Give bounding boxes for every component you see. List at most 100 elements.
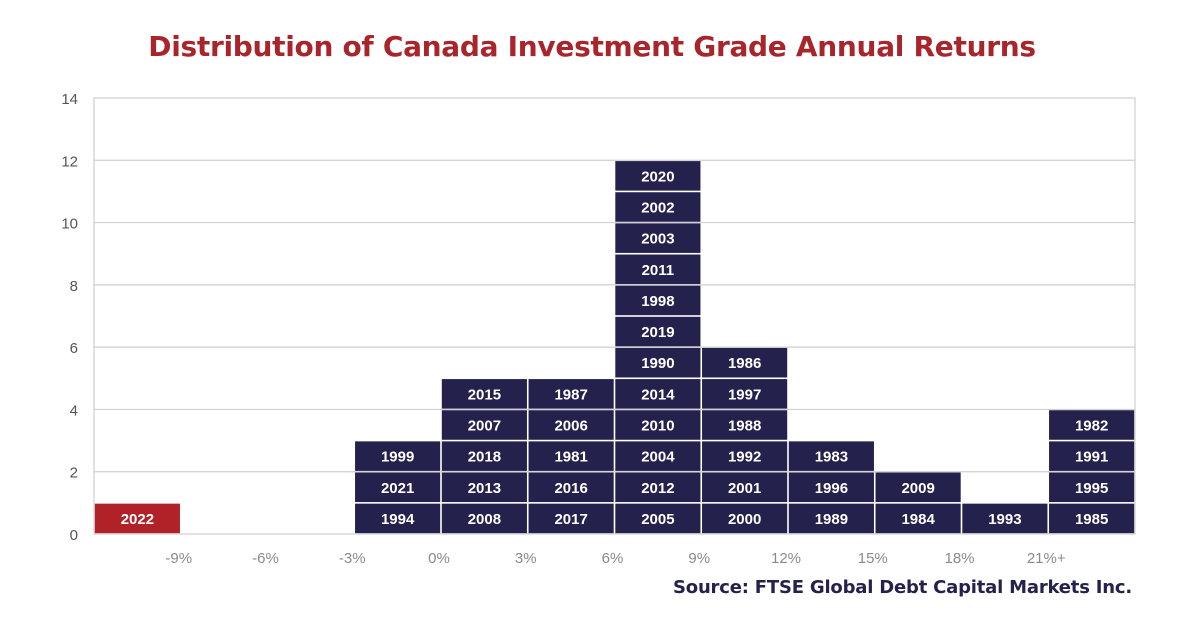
bar-cell-1983: 1983: [788, 441, 874, 471]
bar-cell-2012: 2012: [615, 472, 701, 503]
bar-segment: [702, 347, 788, 378]
x-tick-label: -9%: [165, 550, 192, 567]
bar-year-label: 2011: [642, 262, 675, 279]
bar-cell-2013: 2013: [441, 472, 527, 503]
bar-segment: [615, 192, 701, 222]
bar-cell-2016: 2016: [528, 472, 614, 503]
bar-year-label: 1987: [554, 386, 587, 403]
x-tick-label: 15%: [858, 550, 888, 567]
bar-year-label: 1996: [815, 480, 848, 497]
bar-year-label: 1993: [988, 511, 1021, 528]
y-axis-ticks: 0 2 4 6 8 10 12 14: [61, 91, 78, 544]
bar-cell-1990: 1990: [615, 347, 701, 378]
bar-cell-2005: 2005: [615, 503, 701, 534]
bar-cell-1998: 1998: [615, 285, 701, 316]
bar-segment: [615, 316, 701, 347]
bar-segment: [528, 410, 614, 440]
bar-cell-1994: 1994: [355, 503, 441, 534]
bar-cell-2015: 2015: [441, 379, 527, 409]
bar-cell-2003: 2003: [615, 223, 701, 253]
bar-year-label: 1986: [728, 355, 761, 372]
y-tick-label: 0: [70, 527, 78, 544]
bar-year-label: 2014: [641, 386, 675, 403]
bar-segment: [1049, 410, 1135, 440]
bar-year-label: 1982: [1075, 418, 1108, 435]
bar-cell-2018: 2018: [441, 441, 527, 471]
bar-cell-2000: 2000: [702, 503, 788, 534]
bar-year-label: 1991: [1075, 449, 1108, 466]
bar-segment: [441, 379, 527, 409]
bar-segment: [615, 379, 701, 409]
bar-year-label: 1992: [728, 449, 761, 466]
bar-year-label: 1981: [554, 449, 587, 466]
bar-segment: [788, 441, 874, 471]
bar-segment: [355, 503, 441, 534]
bar-cell-1999: 1999: [355, 441, 441, 471]
bar-cell-1995: 1995: [1049, 472, 1135, 503]
bar-cell-2002: 2002: [615, 192, 701, 222]
bar-year-label: 2006: [554, 418, 587, 435]
bar-year-label: 1994: [381, 511, 415, 528]
bar-segment: [615, 441, 701, 471]
bar-year-label: 2002: [641, 200, 674, 217]
bar-cell-1989: 1989: [788, 503, 874, 534]
y-tick-label: 8: [70, 278, 78, 295]
bar-cell-2001: 2001: [702, 472, 788, 503]
bar-year-label: 1989: [815, 511, 848, 528]
bar-year-label: 2015: [468, 386, 501, 403]
bar-segment: [702, 472, 788, 503]
bar-year-label: 1983: [815, 449, 848, 466]
bar-cell-2007: 2007: [441, 410, 527, 440]
bar-cell-1991: 1991: [1049, 441, 1135, 471]
bar-year-label: 2022: [121, 511, 154, 528]
bar-cell-2011: 2011: [615, 254, 701, 285]
bar-cell-1992: 1992: [702, 441, 788, 471]
bar-segment: [615, 472, 701, 503]
bar-year-label: 2016: [554, 480, 587, 497]
bar-year-label: 2012: [641, 480, 674, 497]
bar-segment: [615, 410, 701, 440]
bar-cell-1984: 1984: [875, 503, 961, 534]
bar-cell-1987: 1987: [528, 379, 614, 409]
bar-segment: [788, 472, 874, 503]
bar-segment: [788, 503, 874, 534]
y-tick-label: 10: [61, 216, 78, 233]
bar-segment: [528, 379, 614, 409]
bar-segment: [94, 503, 180, 534]
bar-segment: [1049, 503, 1135, 534]
x-tick-label: -3%: [339, 550, 366, 567]
bar-segment: [615, 161, 701, 191]
bar-year-label: 2019: [641, 324, 674, 341]
x-tick-label: 9%: [688, 550, 710, 567]
bar-segment: [702, 379, 788, 409]
x-tick-label: -6%: [252, 550, 279, 567]
x-tick-label: 6%: [602, 550, 624, 567]
bar-cell-1993: 1993: [962, 503, 1048, 534]
x-tick-label: 18%: [944, 550, 974, 567]
bar-cell-2020: 2020: [615, 161, 701, 191]
bar-cell-1996: 1996: [788, 472, 874, 503]
x-tick-label: 21%+: [1027, 550, 1066, 567]
bar-segment: [441, 410, 527, 440]
bar-year-label: 2018: [468, 449, 501, 466]
bar-year-label: 1984: [901, 511, 935, 528]
bar-year-label: 1998: [641, 293, 674, 310]
bar-cell-2008: 2008: [441, 503, 527, 534]
bar-cell-1988: 1988: [702, 410, 788, 440]
bar-segment: [615, 347, 701, 378]
bar-year-label: 1988: [728, 418, 761, 435]
bar-cell-2014: 2014: [615, 379, 701, 409]
bar-year-label: 2010: [641, 418, 674, 435]
bar-cell-2019: 2019: [615, 316, 701, 347]
x-tick-label: 3%: [515, 550, 537, 567]
bar-segment: [528, 441, 614, 471]
bar-segment: [355, 441, 441, 471]
bar-year-label: 2003: [641, 231, 674, 248]
bar-segment: [528, 472, 614, 503]
bar-cell-1985: 1985: [1049, 503, 1135, 534]
bar-segment: [702, 503, 788, 534]
grid-lines: [94, 159, 1135, 473]
bar-cell-2004: 2004: [615, 441, 701, 471]
bar-cell-1982: 1982: [1049, 410, 1135, 440]
